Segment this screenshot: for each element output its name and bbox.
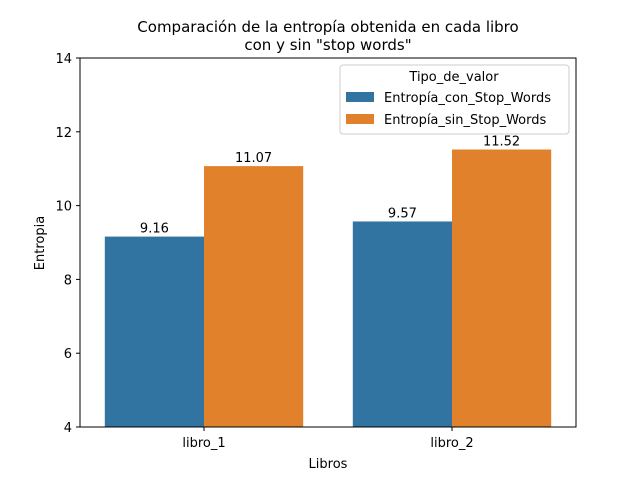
- x-axis-label: Libros: [309, 457, 348, 472]
- y-tick-label: 10: [55, 200, 72, 215]
- legend: Tipo_de_valor Entropía_con_Stop_Words En…: [339, 64, 570, 135]
- bar-libro_2-series-1: [452, 149, 552, 427]
- plot-area: 9.16 9.57 11.07 11.52 4 6 8 10 12 14 libro_1 libro_…: [55, 52, 552, 451]
- data-label-libro_2-series-0: 9.57: [388, 206, 417, 221]
- bar-libro_1-series-1: [204, 166, 304, 427]
- legend-title: Tipo_de_valor: [408, 70, 499, 85]
- bar-libro_2-series-0: [352, 221, 452, 427]
- legend-swatch-sin: [346, 114, 374, 124]
- chart-title-line-2: con y sin "stop words": [244, 36, 411, 54]
- y-axis-label: Entropia: [33, 216, 48, 270]
- legend-label-con: Entropía_con_Stop_Words: [384, 91, 551, 106]
- y-tick-label: 14: [55, 52, 72, 67]
- legend-label-sin: Entropía_sin_Stop_Words: [384, 113, 546, 128]
- y-tick-label: 4: [64, 421, 72, 436]
- legend-box: [339, 64, 570, 135]
- y-tick-label: 6: [64, 347, 72, 362]
- bar-libro_1-series-0: [104, 236, 204, 427]
- y-tick-label: 12: [55, 126, 72, 141]
- chart-title-line-1: Comparación de la entropía obtenida en c…: [137, 18, 518, 36]
- data-label-libro_1-series-0: 9.16: [140, 222, 169, 237]
- data-label-libro_2-series-1: 11.52: [483, 135, 520, 150]
- legend-swatch-con: [346, 92, 374, 102]
- x-tick-label: libro_1: [182, 436, 225, 451]
- y-tick-label: 8: [64, 273, 72, 288]
- axes-frame: [79, 57, 577, 428]
- data-label-libro_1-series-1: 11.07: [235, 151, 272, 166]
- x-tick-label: libro_2: [430, 436, 473, 451]
